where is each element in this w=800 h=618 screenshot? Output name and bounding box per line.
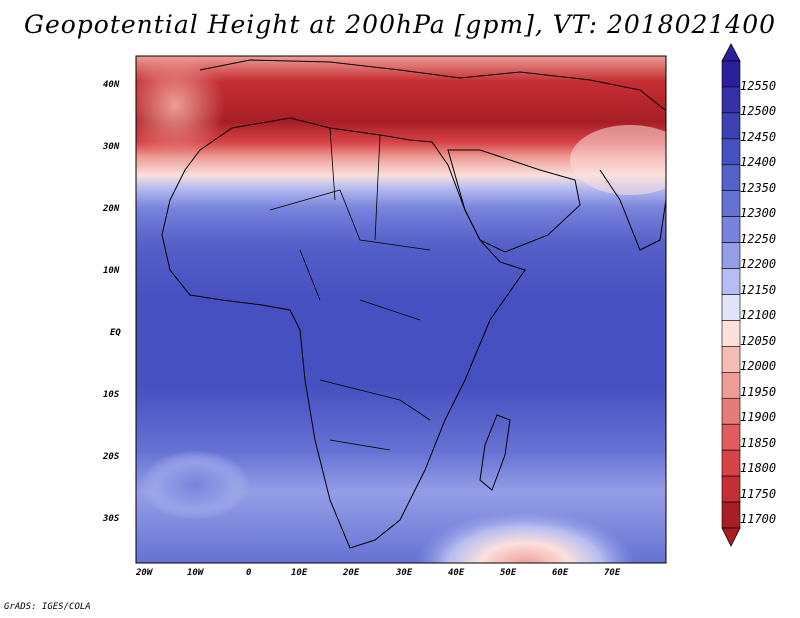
footer-credit: GrADS: IGES/COLA	[4, 602, 91, 612]
colorbar-swatch	[721, 475, 741, 503]
colorbar-swatch	[721, 60, 741, 88]
lon-label: 10W	[187, 568, 204, 578]
india-coastline	[599, 169, 666, 251]
lon-label: 50E	[500, 568, 517, 578]
colorbar-swatch	[721, 320, 741, 347]
map-title: Geopotential Height at 200hPa [gpm], VT:…	[23, 10, 777, 39]
lat-label: 30S	[103, 514, 120, 524]
colorbar-swatch	[721, 164, 741, 192]
height-field	[136, 56, 666, 563]
colorbar-swatch	[721, 449, 741, 477]
lat-label: 10S	[103, 390, 120, 400]
colorbar-swatch	[721, 501, 741, 529]
lon-label: 40E	[448, 568, 465, 578]
colorbar-label: 12200	[740, 257, 777, 271]
colorbar-label: 12050	[740, 334, 777, 348]
colorbar-lower-arrow	[721, 527, 741, 547]
colorbar-label: 11800	[740, 461, 777, 475]
madagascar-coastline	[479, 414, 511, 491]
colorbar-swatch	[721, 346, 741, 373]
colorbar	[721, 43, 741, 547]
border-lines	[269, 127, 431, 451]
colorbar-label: 12300	[740, 206, 777, 220]
colorbar-swatch	[721, 397, 741, 425]
europe-coastline	[199, 59, 666, 111]
colorbar-swatch	[721, 372, 741, 399]
colorbar-label: 12150	[740, 283, 777, 297]
colorbar-label: 12550	[740, 79, 777, 93]
colorbar-label: 12500	[740, 104, 777, 118]
colorbar-label: 11900	[740, 410, 777, 424]
lon-label: 0	[246, 568, 252, 578]
lon-label: 20W	[136, 568, 153, 578]
colorbar-swatch	[721, 268, 741, 295]
colorbar-label: 12350	[740, 181, 777, 195]
lon-label: 30E	[396, 568, 413, 578]
lat-label: 40N	[103, 80, 120, 90]
map-frame	[135, 55, 667, 564]
arabia-coastline	[447, 149, 581, 253]
colorbar-swatch	[721, 86, 741, 114]
lon-label: 70E	[604, 568, 621, 578]
colorbar-swatch	[721, 242, 741, 269]
colorbar-swatch	[721, 190, 741, 217]
colorbar-label: 11850	[740, 436, 777, 450]
lat-label: 20S	[103, 452, 120, 462]
colorbar-upper-arrow	[721, 43, 741, 62]
colorbar-label: 12450	[740, 130, 777, 144]
lat-label: 10N	[103, 266, 120, 276]
colorbar-label: 11750	[740, 487, 777, 501]
colorbar-swatch	[721, 216, 741, 243]
colorbar-label: 12400	[740, 155, 777, 169]
colorbar-label: 12250	[740, 232, 777, 246]
lon-label: 20E	[343, 568, 360, 578]
colorbar-swatch	[721, 138, 741, 166]
lat-label: EQ	[110, 328, 121, 338]
colorbar-label: 12100	[740, 308, 777, 322]
lon-label: 60E	[552, 568, 569, 578]
colorbar-swatch	[721, 423, 741, 451]
lat-label: 30N	[103, 142, 120, 152]
africa-coastline	[161, 117, 526, 549]
colorbar-swatch	[721, 112, 741, 140]
colorbar-label: 11700	[740, 512, 777, 526]
coastlines	[161, 59, 666, 549]
lon-label: 10E	[291, 568, 308, 578]
colorbar-label: 11950	[740, 385, 777, 399]
lat-label: 20N	[103, 204, 120, 214]
colorbar-label: 12000	[740, 359, 777, 373]
colorbar-swatch	[721, 294, 741, 321]
